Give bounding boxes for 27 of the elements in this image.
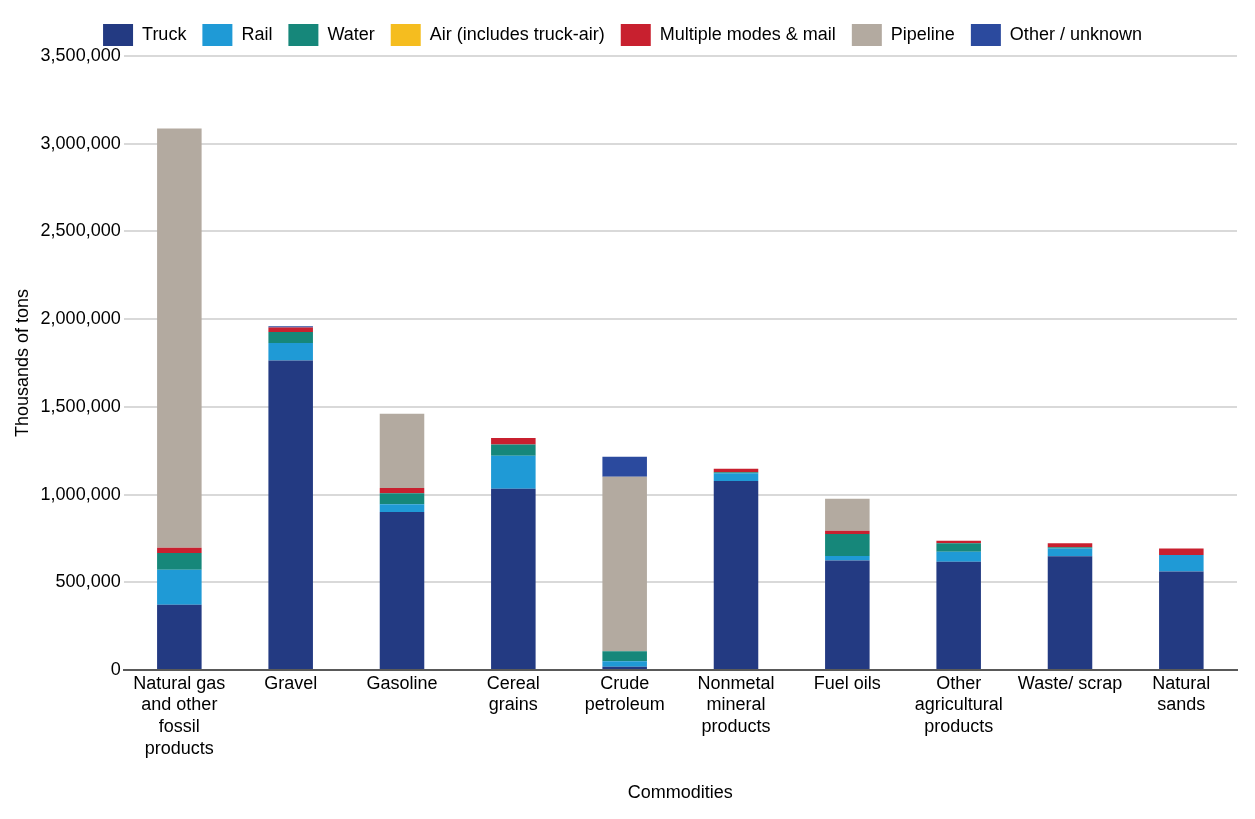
legend-label: Air (includes truck-air) <box>429 23 605 44</box>
y-tick-label: 1,000,000 <box>40 483 121 504</box>
legend-label: Truck <box>142 23 188 44</box>
legend-label: Multiple modes & mail <box>659 23 836 44</box>
x-axis-title: Commodities <box>627 782 733 803</box>
y-tick-label: 2,000,000 <box>40 308 121 329</box>
y-tick-label: 1,500,000 <box>40 395 121 416</box>
x-tick-label: Gravel <box>264 672 318 693</box>
legend-label: Water <box>327 23 375 44</box>
x-tick-label: Crude petroleum <box>584 672 665 715</box>
legend-label: Other / unknown <box>1009 23 1142 44</box>
x-tick-label: Gasoline <box>366 672 438 693</box>
y-tick-label: 0 <box>110 658 121 679</box>
legend-label: Rail <box>241 23 273 44</box>
y-tick-label: 2,500,000 <box>40 220 121 241</box>
y-tick-label: 3,000,000 <box>40 132 121 153</box>
x-tick-label: Natural gas and other fossil products <box>133 672 226 758</box>
x-tick-label: Other agricultural products <box>914 672 1003 736</box>
x-tick-label: Nonmetal mineral products <box>697 672 775 736</box>
y-axis-title: Thousands of tons <box>11 288 32 438</box>
x-tick-label: Fuel oils <box>813 672 881 693</box>
x-tick-label: Cereal grains <box>486 672 540 715</box>
x-tick-label: Natural sands <box>1152 672 1211 715</box>
legend-label: Pipeline <box>890 23 955 44</box>
y-tick-label: 500,000 <box>55 571 121 592</box>
y-tick-label: 3,500,000 <box>40 44 121 65</box>
x-tick-label: Waste/ scrap <box>1017 672 1123 693</box>
